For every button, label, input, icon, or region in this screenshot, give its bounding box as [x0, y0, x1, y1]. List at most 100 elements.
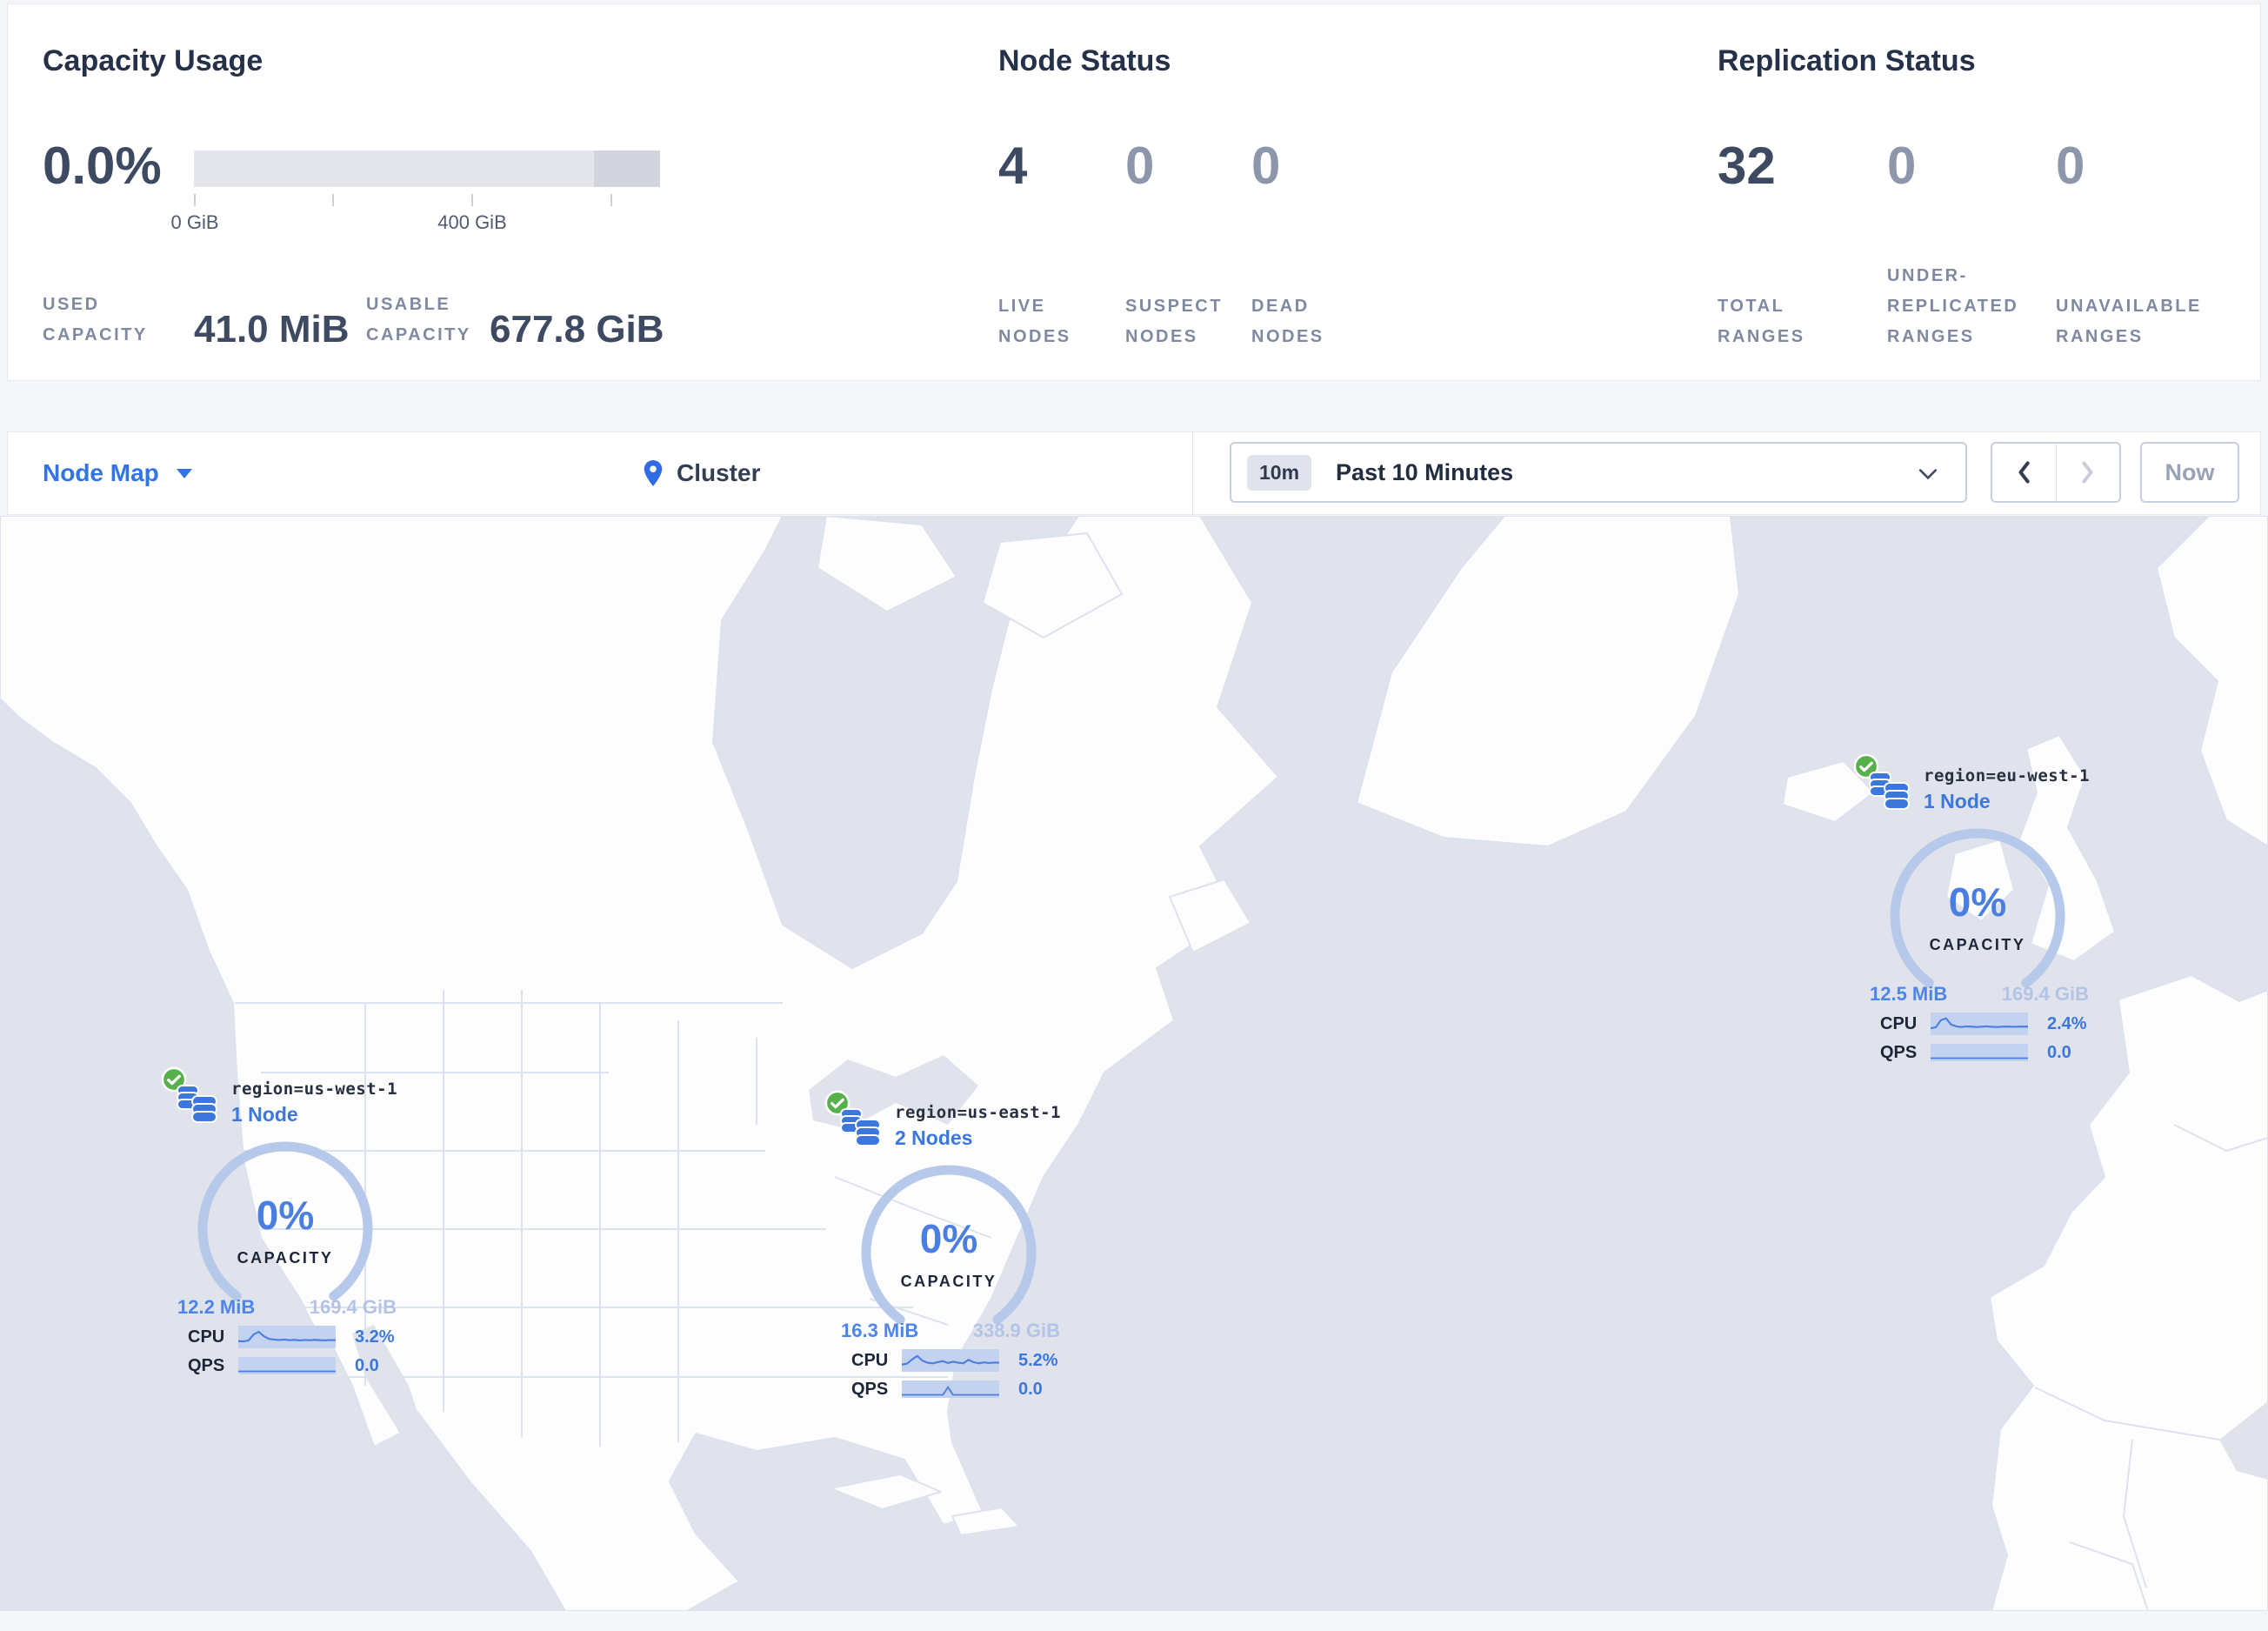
usable-capacity-value: 677.8 GiB: [490, 308, 664, 351]
capacity-bar: [194, 150, 660, 187]
cpu-label: CPU: [188, 1327, 225, 1347]
qps-value: 0.0: [1018, 1379, 1043, 1399]
time-range-prev-button[interactable]: [1992, 444, 2057, 501]
region-marker-us-west-1[interactable]: region=us-west-1 1 Node 0% CAPACITY 12.2…: [155, 1059, 416, 1383]
time-range-badge: 10m: [1247, 454, 1312, 491]
node-status-title: Node Status: [998, 44, 1171, 77]
suspect-nodes-value: 0: [1125, 137, 1155, 195]
qps-label: QPS: [1880, 1042, 1918, 1062]
qps-value: 0.0: [355, 1355, 379, 1375]
qps-label: QPS: [851, 1379, 889, 1399]
breadcrumb[interactable]: Cluster: [642, 432, 760, 514]
dead-nodes-label: DEAD NODES: [1251, 297, 1324, 346]
capacity-gauge-arc: [1890, 828, 2065, 988]
unavailable-ranges-value: 0: [2056, 137, 2085, 195]
node-map: region=us-west-1 1 Node 0% CAPACITY 12.2…: [0, 516, 2268, 1611]
gauge-percent: 0%: [1948, 879, 2007, 925]
capacity-gauge: 0% CAPACITY: [1886, 825, 2069, 1007]
region-name: region=eu-west-1: [1924, 766, 2091, 785]
under-replicated-ranges-value: 0: [1887, 137, 1917, 195]
region-used-capacity: 16.3 MiB: [841, 1320, 919, 1341]
view-selector-label: Node Map: [43, 459, 159, 486]
capacity-gauge-arc: [861, 1165, 1037, 1325]
region-marker-eu-west-1[interactable]: region=eu-west-1 1 Node 0% CAPACITY 12.5…: [1847, 746, 2108, 1070]
database-stack-icon: [1869, 772, 1910, 810]
healthy-check-icon: [1853, 753, 1879, 779]
qps-label: QPS: [188, 1355, 225, 1375]
chevron-left-icon: [2018, 461, 2030, 484]
view-selector-dropdown[interactable]: Node Map: [43, 432, 192, 514]
cpu-value: 2.4%: [2047, 1013, 2087, 1033]
region-node-count: 1 Node: [231, 1103, 298, 1126]
region-used-capacity: 12.2 MiB: [177, 1296, 256, 1318]
breadcrumb-label: Cluster: [677, 459, 761, 486]
map-toolbar: Node Map Cluster 10m Past 10 Minutes: [7, 431, 2261, 515]
live-nodes-label: LIVE NODES: [998, 297, 1071, 346]
capacity-gauge: 0% CAPACITY: [857, 1161, 1040, 1344]
gauge-percent: 0%: [919, 1216, 978, 1261]
used-capacity-label: USED CAPACITY: [43, 295, 148, 344]
healthy-check-icon: [161, 1066, 187, 1093]
qps-sparkline: [902, 1380, 999, 1398]
cpu-sparkline: [902, 1349, 999, 1372]
healthy-check-icon: [824, 1090, 850, 1116]
capacity-gauge: 0% CAPACITY: [194, 1138, 377, 1320]
region-name: region=us-east-1: [895, 1103, 1062, 1122]
dead-nodes-value: 0: [1251, 137, 1281, 195]
cpu-value: 5.2%: [1018, 1350, 1058, 1370]
capacity-bar-reserved-segment: [594, 150, 660, 187]
used-capacity-value: 41.0 MiB: [194, 308, 350, 351]
cpu-label: CPU: [1880, 1013, 1918, 1033]
qps-sparkline: [1931, 1044, 2028, 1061]
location-pin-icon: [644, 460, 663, 486]
gauge-caption: CAPACITY: [1929, 936, 2026, 953]
now-button[interactable]: Now: [2140, 442, 2239, 503]
cpu-sparkline: [238, 1326, 336, 1348]
region-marker-us-east-1[interactable]: region=us-east-1 2 Nodes 0% CAPACITY 16.…: [818, 1083, 1079, 1407]
region-total-capacity: 169.4 GiB: [2001, 983, 2089, 1005]
summary-band: Capacity Usage 0.0% 0 GiB 400 GiB USED C…: [7, 3, 2261, 381]
unavailable-ranges-label: UNAVAILABLE RANGES: [2056, 297, 2202, 346]
world-map: [0, 516, 2268, 1611]
capacity-bar-tick: [332, 194, 334, 206]
suspect-nodes-label: SUSPECT NODES: [1125, 297, 1223, 346]
usable-capacity-label: USABLE CAPACITY: [366, 295, 471, 344]
region-node-count: 1 Node: [1924, 790, 1991, 812]
database-stack-icon: [177, 1085, 217, 1123]
region-total-capacity: 169.4 GiB: [309, 1296, 397, 1318]
region-used-capacity: 12.5 MiB: [1870, 983, 1948, 1005]
region-node-count: 2 Nodes: [895, 1126, 973, 1149]
total-ranges-label: TOTAL RANGES: [1718, 297, 1805, 346]
chevron-right-icon: [2082, 461, 2093, 484]
time-range-arrows: [1991, 442, 2121, 503]
page-footer-strip: [0, 1611, 2268, 1631]
qps-value: 0.0: [2047, 1042, 2071, 1062]
region-name: region=us-west-1: [231, 1080, 398, 1099]
gauge-percent: 0%: [256, 1193, 315, 1238]
time-range-select[interactable]: 10m Past 10 Minutes: [1230, 442, 1967, 503]
chevron-down-icon: [1918, 469, 1938, 480]
under-replicated-ranges-label: UNDER-REPLICATED RANGES: [1887, 266, 2019, 346]
cpu-sparkline: [1931, 1013, 2028, 1035]
region-total-capacity: 338.9 GiB: [972, 1320, 1060, 1341]
gauge-caption: CAPACITY: [900, 1273, 997, 1290]
qps-sparkline: [238, 1357, 336, 1374]
capacity-usage-title: Capacity Usage: [43, 44, 263, 77]
capacity-tick-label-400: 400 GiB: [437, 211, 507, 233]
capacity-percent: 0.0%: [43, 137, 162, 195]
cpu-value: 3.2%: [355, 1327, 395, 1347]
capacity-gauge-arc: [197, 1141, 373, 1301]
time-range-next-button[interactable]: [2057, 444, 2120, 501]
toolbar-divider: [1192, 432, 1193, 514]
capacity-tick-label-0: 0 GiB: [170, 211, 219, 233]
total-ranges-value: 32: [1718, 137, 1776, 195]
capacity-bar-tick: [610, 194, 612, 206]
capacity-bar-tick: [194, 194, 196, 206]
live-nodes-value: 4: [998, 137, 1028, 195]
database-stack-icon: [840, 1108, 881, 1146]
cpu-label: CPU: [851, 1350, 889, 1370]
time-range-label: Past 10 Minutes: [1336, 458, 1514, 485]
caret-down-icon: [176, 468, 192, 478]
gauge-caption: CAPACITY: [237, 1249, 334, 1267]
